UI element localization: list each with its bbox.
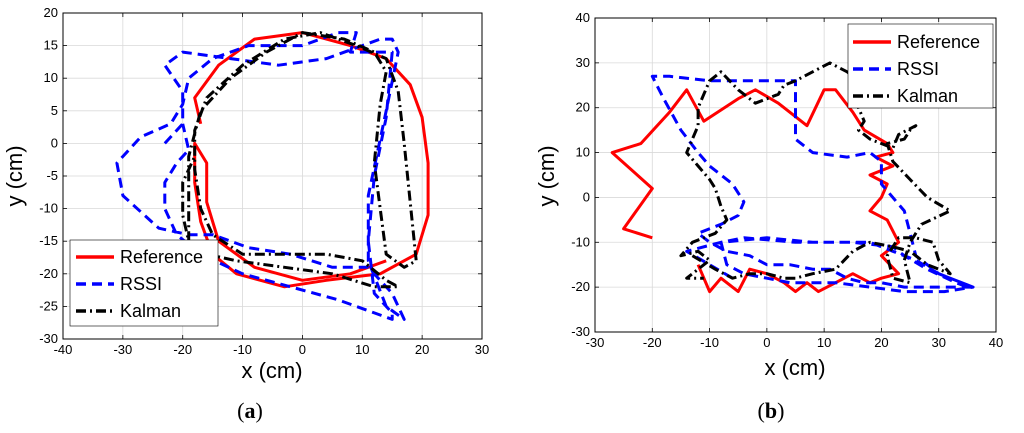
- caption-b: (b): [758, 398, 785, 423]
- x-tick-label: 30: [931, 335, 945, 350]
- series-line-kalman: [181, 31, 418, 289]
- panel-a: -40 -30 -20 -10 0 10 20 30-30-25-20-15-10-50510…: [2, 5, 489, 423]
- series-line-rssi: [115, 31, 406, 321]
- series-a: [115, 31, 430, 321]
- series-line-reference: [610, 88, 901, 294]
- y-tick-label: 0: [51, 135, 58, 150]
- legend-label-reference-a: Reference: [120, 247, 203, 267]
- caption-open-b: (: [758, 398, 765, 423]
- y-tick-label: -20: [39, 266, 58, 281]
- y-tick-label: 20: [44, 5, 58, 20]
- y-tick-label: 0: [583, 189, 590, 204]
- legend-label-rssi-a: RSSI: [120, 274, 162, 294]
- legend-label-kalman-a: Kalman: [120, 301, 181, 321]
- caption-a: (a): [237, 398, 263, 423]
- y-tick-label: -20: [571, 279, 590, 294]
- x-tick-label: -20: [173, 342, 192, 357]
- y-tick-label: 15: [44, 38, 58, 53]
- y-tick-label: -5: [46, 168, 58, 183]
- panel-b: -30 -20 -10 0 10 20 30 40 -30 -20 -10 0 10 20 30 40 Ref…: [534, 10, 1003, 423]
- series-b: [610, 61, 975, 294]
- x-axis-label-a: x (cm): [241, 358, 302, 383]
- series-line-reference: [193, 31, 430, 289]
- x-axis-label-b: x (cm): [764, 355, 825, 380]
- y-axis-label-b: y (cm): [534, 145, 559, 206]
- legend-label-reference-b: Reference: [897, 32, 980, 52]
- y-tick-label: -15: [39, 233, 58, 248]
- legend-box-b: [847, 23, 994, 109]
- caption-close-a: ): [256, 398, 263, 423]
- plot-frame-b: [594, 17, 997, 333]
- legend-b: Reference RSSI Kalman: [847, 23, 994, 109]
- x-tick-label: 40: [989, 335, 1003, 350]
- x-tick-label: 10: [817, 335, 831, 350]
- legend-label-rssi-b: RSSI: [897, 59, 939, 79]
- legend-label-kalman-b: Kalman: [897, 86, 958, 106]
- legend-a: Reference RSSI Kalman: [69, 239, 219, 327]
- y-tick-label: -30: [571, 324, 590, 339]
- series-line-kalman: [679, 61, 952, 285]
- y-axis-label-a: y (cm): [2, 145, 27, 206]
- y-tick-label: -30: [39, 331, 58, 346]
- y-tick-label: 5: [51, 103, 58, 118]
- x-tick-label: -40: [54, 342, 73, 357]
- x-tick-label: 0: [763, 335, 770, 350]
- y-tick-label: 20: [576, 100, 590, 115]
- y-tick-label: -10: [571, 234, 590, 249]
- x-tick-label: -30: [113, 342, 132, 357]
- y-tick-label: 10: [44, 70, 58, 85]
- caption-open-a: (: [237, 398, 244, 423]
- x-tick-label: 20: [874, 335, 888, 350]
- ticks-b: -30 -20 -10 0 10 20 30 40 -30 -20 -10 0 10 20 30 40: [571, 10, 1003, 350]
- y-tick-label: -10: [39, 201, 58, 216]
- y-tick-label: 40: [576, 10, 590, 25]
- caption-close-b: ): [777, 398, 784, 423]
- y-tick-label: -25: [39, 298, 58, 313]
- x-tick-label: -10: [700, 335, 719, 350]
- x-tick-label: -10: [233, 342, 252, 357]
- ticks-a: -40 -30 -20 -10 0 10 20 30-30-25-20-15-10-50510…: [39, 5, 489, 357]
- x-tick-label: 10: [355, 342, 369, 357]
- x-tick-label: 30: [475, 342, 489, 357]
- y-tick-label: 10: [576, 145, 590, 160]
- y-tick-label: 30: [576, 55, 590, 70]
- series-line-rssi: [650, 74, 975, 294]
- x-tick-label: -30: [586, 335, 605, 350]
- caption-letter-a: a: [245, 398, 256, 423]
- x-tick-label: -20: [643, 335, 662, 350]
- caption-letter-b: b: [765, 398, 777, 423]
- x-tick-label: 20: [415, 342, 429, 357]
- x-tick-label: 0: [299, 342, 306, 357]
